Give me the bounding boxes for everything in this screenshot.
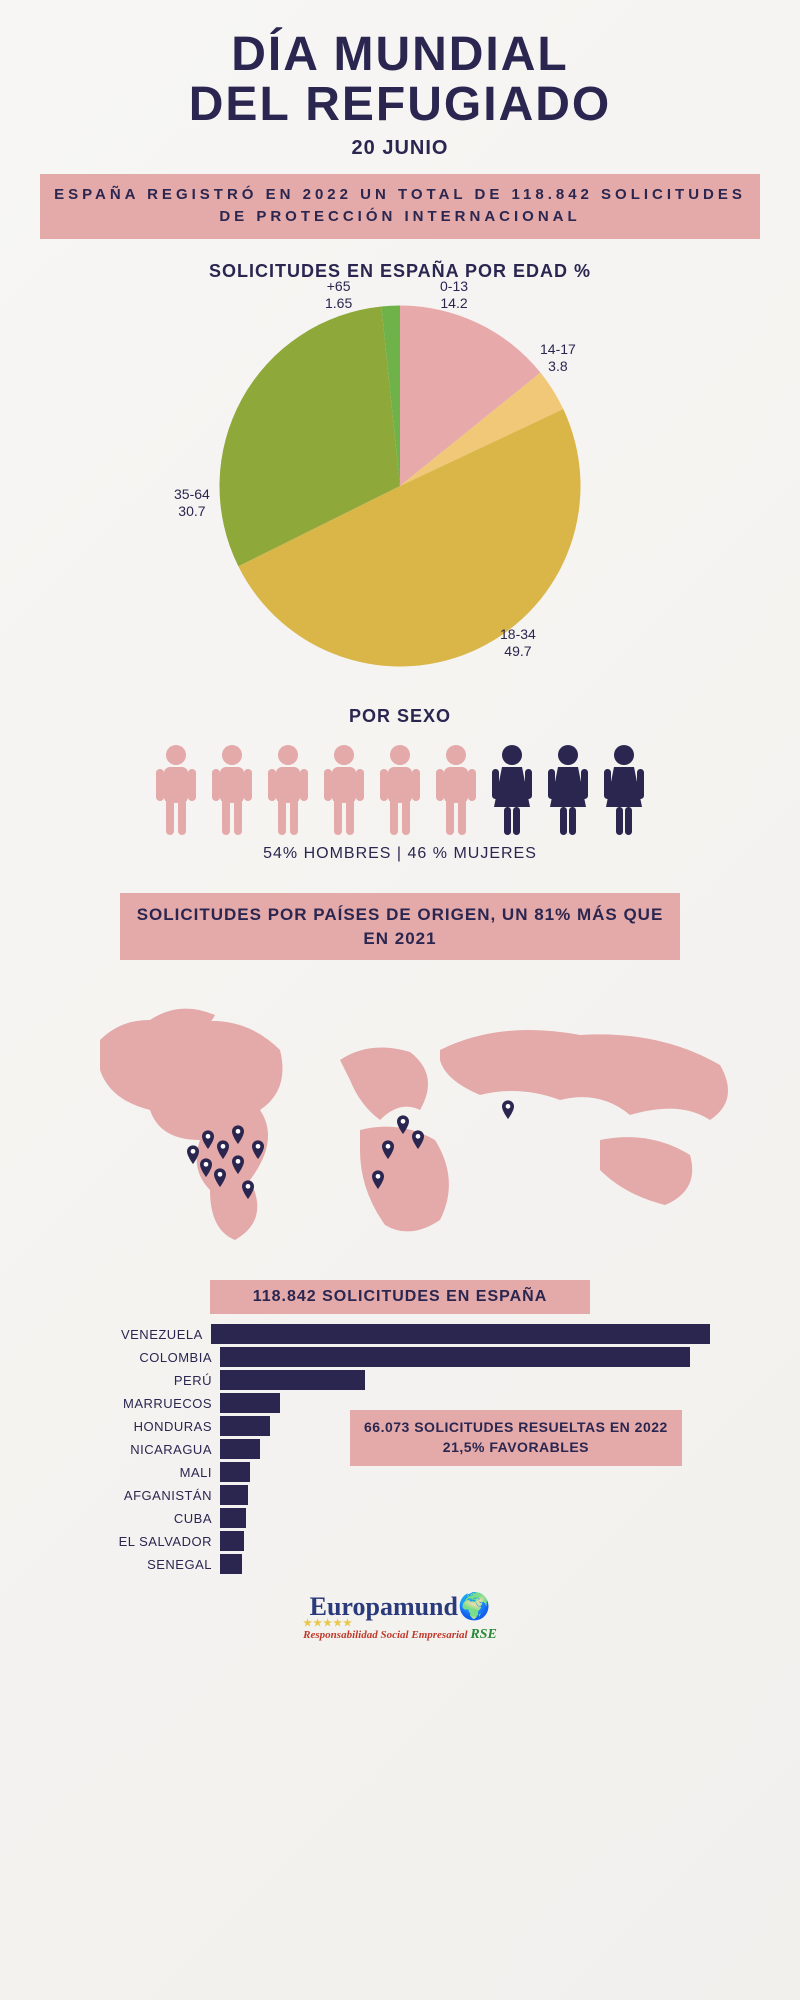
map-pin-icon [410, 1130, 426, 1152]
female-icon [488, 743, 536, 835]
title-line1: DÍA MUNDIAL [231, 28, 569, 81]
pie-label-14-17: 14-173.8 [540, 341, 576, 375]
date-subtitle: 20 JUNIO [40, 137, 760, 160]
country-bars: VENEZUELA COLOMBIA PERÚ MARRUECOS HONDURAS NI… [90, 1324, 710, 1574]
bar-label: AFGANISTÁN [90, 1488, 220, 1503]
pie-title: SOLICITUDES EN ESPAÑA POR EDAD % [40, 261, 760, 282]
bar-rect [220, 1416, 270, 1436]
bar-rect [220, 1347, 690, 1367]
female-icon [544, 743, 592, 835]
pie-label-18-34: 18-3449.7 [500, 626, 536, 660]
bar-row: VENEZUELA [90, 1324, 710, 1344]
bar-rect [220, 1462, 250, 1482]
pie-label-65: +651.65 [325, 278, 352, 312]
bar-label: CUBA [90, 1511, 220, 1526]
bar-label: VENEZUELA [90, 1327, 211, 1342]
bar-label: SENEGAL [90, 1557, 220, 1572]
sex-title: POR SEXO [40, 706, 760, 727]
bar-label: HONDURAS [90, 1419, 220, 1434]
sex-caption: 54% HOMBRES | 46 % MUJERES [40, 845, 760, 863]
main-title: DÍA MUNDIAL DEL REFUGIADO [40, 30, 760, 131]
bar-label: EL SALVADOR [90, 1534, 220, 1549]
male-icon [320, 743, 368, 835]
pie-svg [210, 296, 590, 676]
map-pin-icon [230, 1155, 246, 1177]
male-icon [432, 743, 480, 835]
bar-label: MALI [90, 1465, 220, 1480]
bar-row: COLOMBIA [90, 1347, 710, 1367]
bar-row: CUBA [90, 1508, 710, 1528]
bar-rect [220, 1485, 248, 1505]
intro-banner: ESPAÑA REGISTRÓ EN 2022 UN TOTAL DE 118.… [40, 174, 760, 239]
map-pin-icon [215, 1140, 231, 1162]
bar-label: MARRUECOS [90, 1396, 220, 1411]
bar-row: AFGANISTÁN [90, 1485, 710, 1505]
map-pin-icon [212, 1168, 228, 1190]
title-line2: DEL REFUGIADO [189, 78, 611, 131]
map-pin-icon [500, 1100, 516, 1122]
bar-rect [220, 1439, 260, 1459]
bar-rect [220, 1393, 280, 1413]
bar-row: EL SALVADOR [90, 1531, 710, 1551]
logo-brand: Europamund🌍 ★★★★★ Responsabilidad Social… [303, 1592, 497, 1643]
footer-logo: Europamund🌍 ★★★★★ Responsabilidad Social… [40, 1592, 760, 1643]
bar-label: NICARAGUA [90, 1442, 220, 1457]
map-pin-icon [380, 1140, 396, 1162]
map-pin-icon [250, 1140, 266, 1162]
bar-row: PERÚ [90, 1370, 710, 1390]
male-icon [152, 743, 200, 835]
female-icon [600, 743, 648, 835]
map-pin-icon [230, 1125, 246, 1147]
bars-overlay: 66.073 SOLICITUDES RESUELTAS EN 202221,5… [350, 1410, 682, 1465]
bar-rect [211, 1324, 710, 1344]
bar-label: COLOMBIA [90, 1350, 220, 1365]
bar-rect [220, 1508, 246, 1528]
male-icon [208, 743, 256, 835]
map-pin-icon [370, 1170, 386, 1192]
map-pin-icon [200, 1130, 216, 1152]
world-map [40, 980, 760, 1260]
total-banner: 118.842 SOLICITUDES EN ESPAÑA [210, 1280, 590, 1314]
bar-rect [220, 1554, 242, 1574]
male-icon [376, 743, 424, 835]
bar-row: SENEGAL [90, 1554, 710, 1574]
sex-icons-row [40, 743, 760, 835]
male-icon [264, 743, 312, 835]
bar-rect [220, 1531, 244, 1551]
pie-label-35-64: 35-6430.7 [174, 486, 210, 520]
map-pin-icon [395, 1115, 411, 1137]
bar-rect [220, 1370, 365, 1390]
bar-label: PERÚ [90, 1373, 220, 1388]
origin-banner: SOLICITUDES POR PAÍSES DE ORIGEN, UN 81%… [120, 893, 680, 961]
age-pie-chart: 0-1314.2 14-173.8 18-3449.7 35-6430.7 +6… [210, 296, 590, 676]
map-pin-icon [240, 1180, 256, 1202]
pie-label-0-13: 0-1314.2 [440, 278, 468, 312]
